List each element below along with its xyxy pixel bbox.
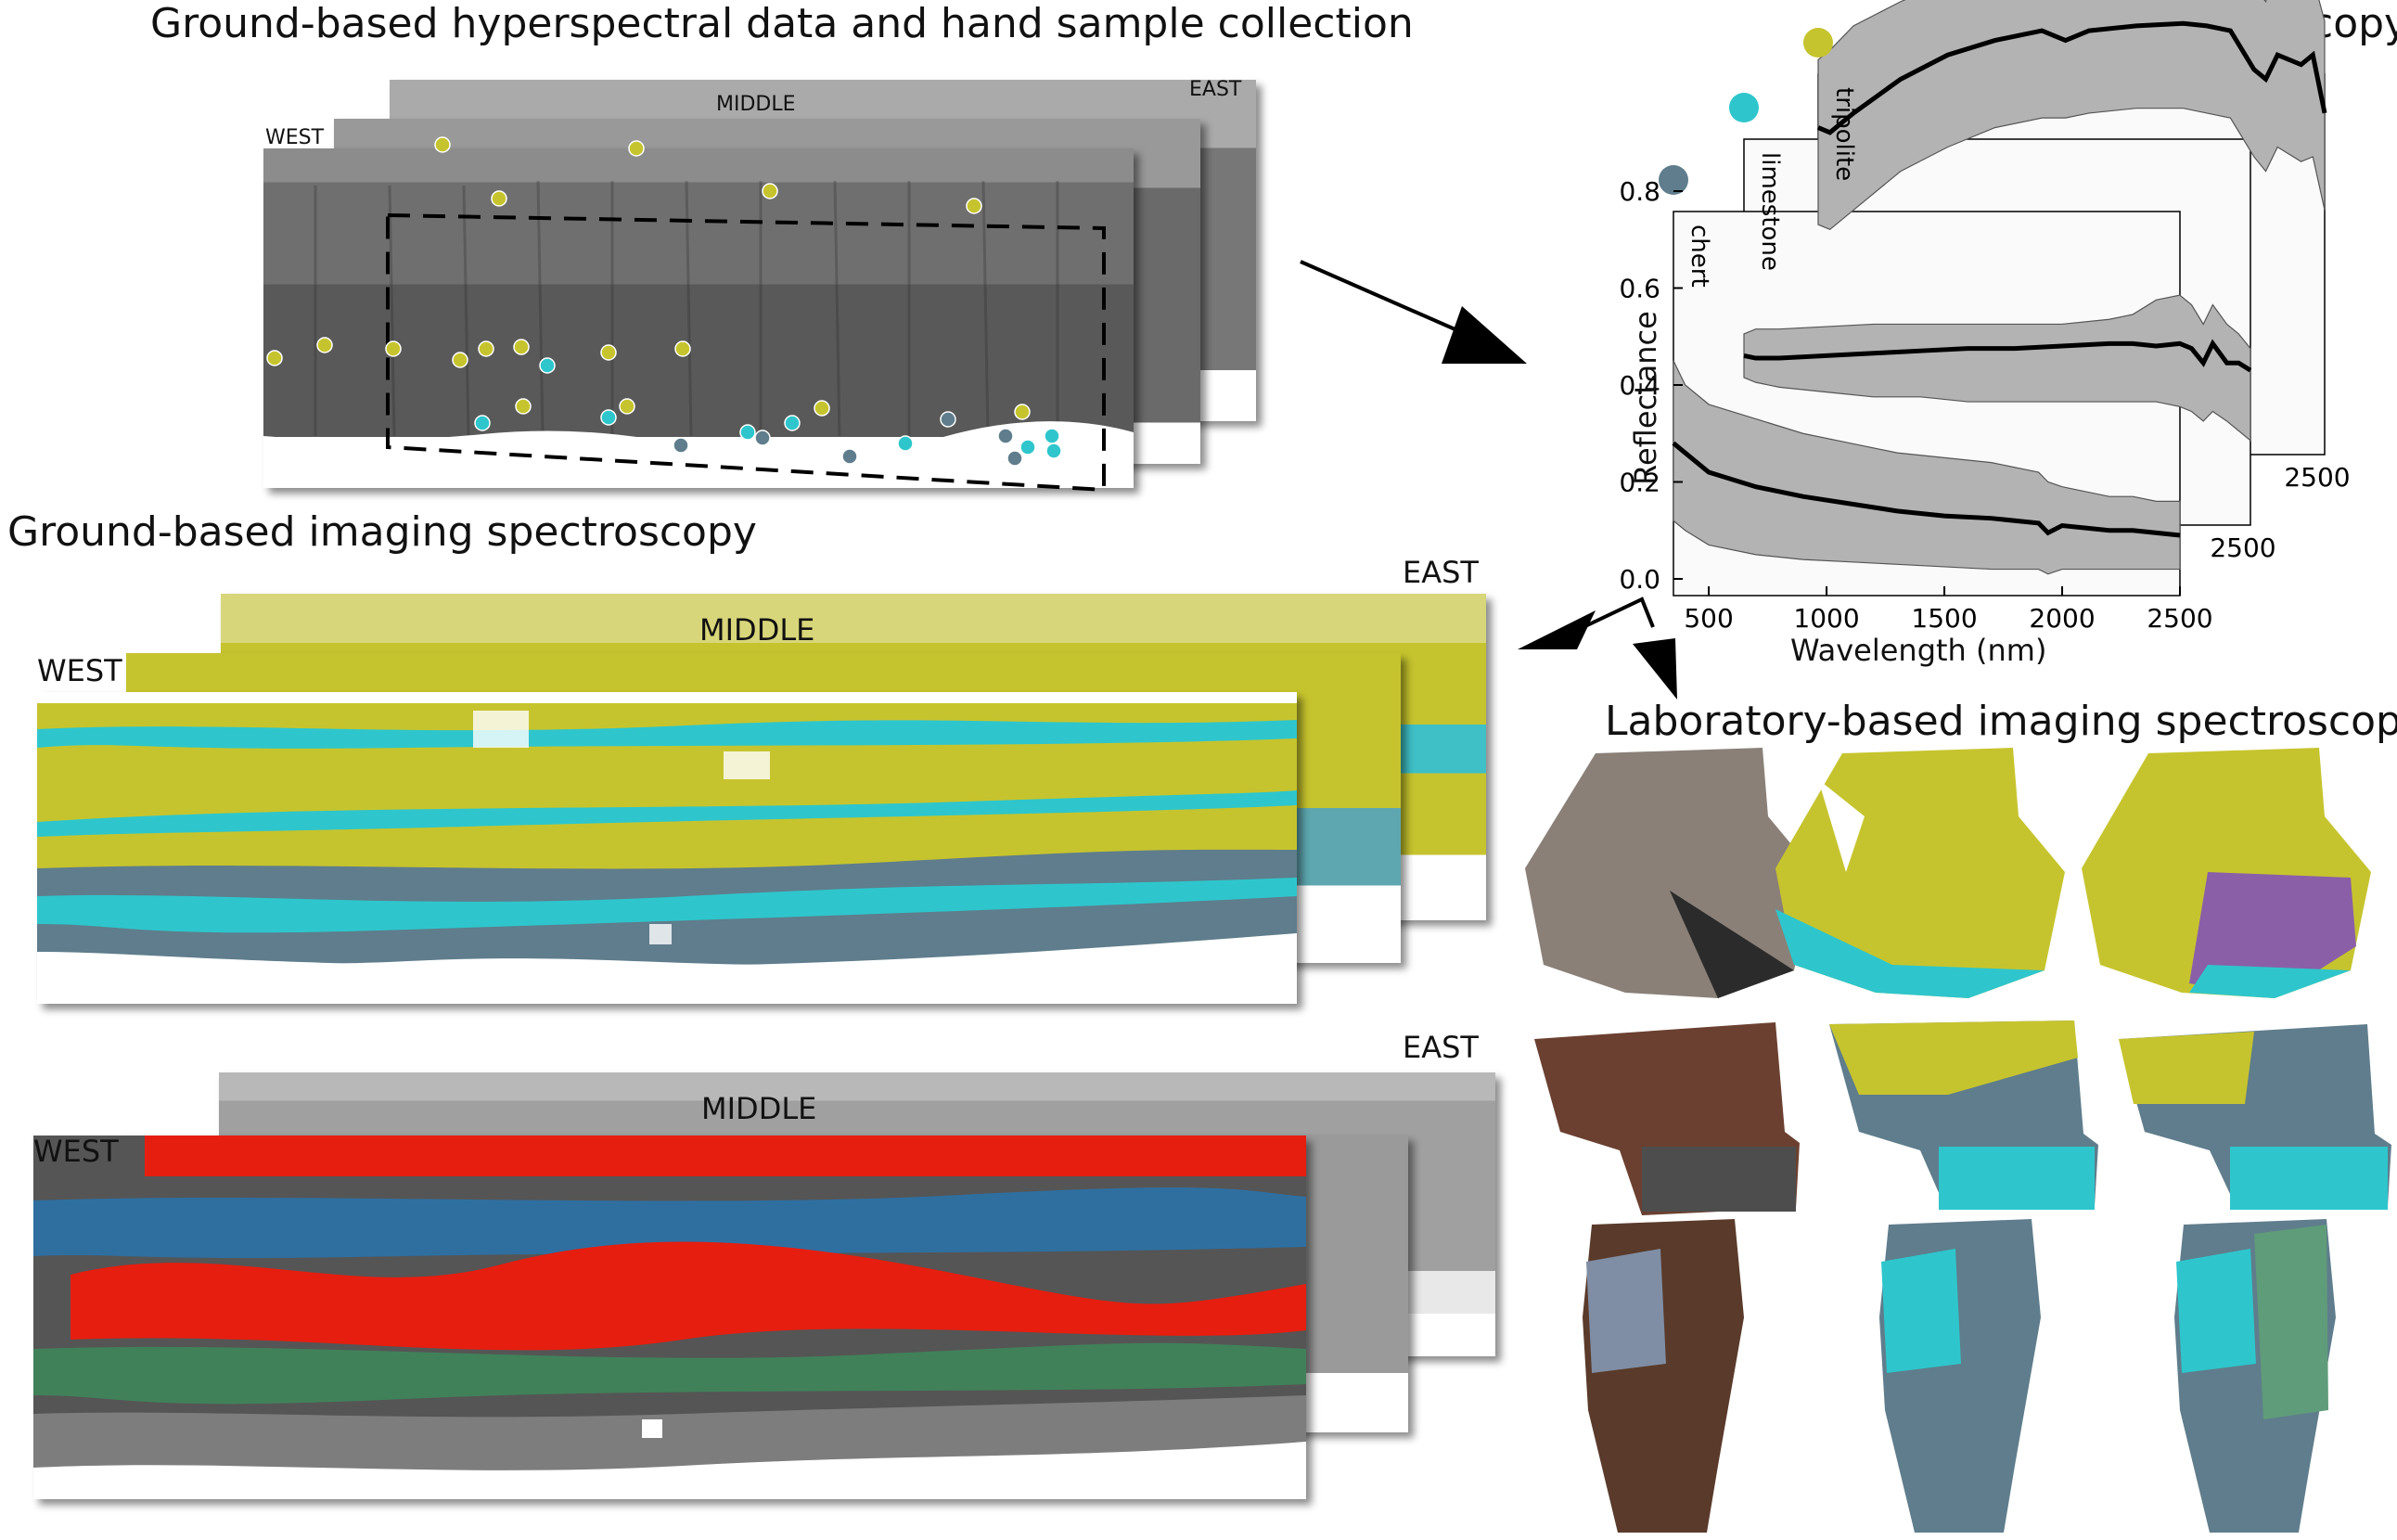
ytick-label-0.6: 0.6	[1619, 274, 1660, 304]
abundance-map-west	[33, 1136, 1306, 1499]
ytick-label-0.4: 0.4	[1619, 370, 1660, 401]
sample-dots-chert	[673, 411, 1023, 467]
chart-root: tripolite limestone chert 500 1000 1500 2000 25…	[1619, 0, 2351, 634]
xtick-label-2000: 2000	[2029, 603, 2095, 634]
envelope-limestone	[1743, 294, 2251, 443]
top-west-label: WEST	[265, 126, 325, 149]
sample-dots-tripolite	[266, 136, 1031, 420]
outcrop-ground	[263, 421, 1134, 488]
mean-line-tripolite	[1817, 20, 2327, 135]
ytick-label-0.8: 0.8	[1619, 176, 1660, 207]
outcrop-texture	[314, 180, 1059, 437]
mid-east-label: EAST	[1403, 555, 1479, 590]
sample-dots-limestone	[474, 357, 1062, 459]
xtick-label-1000: 1000	[1793, 603, 1859, 634]
title-lab-imaging: Laboratory-based imaging spectroscopy	[1605, 698, 2397, 745]
sample1-rgb-shadow	[1670, 891, 1794, 998]
arrow-to-ground-imaging	[1518, 610, 1596, 649]
xtick-label-2500: 2500	[2147, 603, 2212, 634]
top-east-label: EAST	[1189, 78, 1242, 101]
xtick-label-500: 500	[1684, 603, 1733, 634]
chart-xlabel: Wavelength (nm)	[1790, 633, 2047, 668]
mid-west-label: WEST	[37, 653, 122, 688]
sample1-rgb	[1525, 748, 1814, 998]
bottom-west-label: WEST	[33, 1134, 119, 1169]
ytick-label-0.0: 0.0	[1619, 564, 1660, 595]
series-label-limestone: limestone	[1756, 152, 1784, 271]
series-label-tripolite: tripolite	[1830, 87, 1858, 181]
bottom-east-label: EAST	[1403, 1030, 1479, 1065]
series-label-chert: chert	[1686, 225, 1713, 288]
mean-line-chert	[1672, 441, 2181, 538]
arrow-to-lab-spectroscopy	[1300, 260, 1527, 364]
class-map-west	[37, 692, 1297, 1004]
ytick-label-0.2: 0.2	[1619, 468, 1660, 498]
series-marker-limestone	[1729, 93, 1759, 122]
series-marker-tripolite	[1803, 28, 1833, 58]
arrow-to-lab-imaging	[1633, 638, 1677, 699]
top-middle-label: MIDDLE	[716, 93, 796, 116]
xtick-label-1500: 1500	[1911, 603, 1977, 634]
mid-middle-label: MIDDLE	[699, 612, 815, 648]
offset-tick-label-limestone: 2500	[2210, 533, 2275, 563]
offset-tick-label-tripolite: 2500	[2284, 462, 2350, 493]
bottom-middle-label: MIDDLE	[701, 1091, 817, 1126]
abundance-map-west-art	[33, 1136, 1306, 1499]
title-ground-imaging: Ground-based imaging spectroscopy	[7, 508, 757, 556]
selection-dashed-frame	[386, 212, 1106, 493]
envelope-chert	[1673, 360, 2181, 575]
mean-line-limestone	[1743, 339, 2252, 373]
series-marker-chert	[1659, 165, 1688, 195]
class-map-west-art	[37, 692, 1297, 1004]
title-field-collection: Ground-based hyperspectral data and hand…	[150, 0, 1414, 47]
